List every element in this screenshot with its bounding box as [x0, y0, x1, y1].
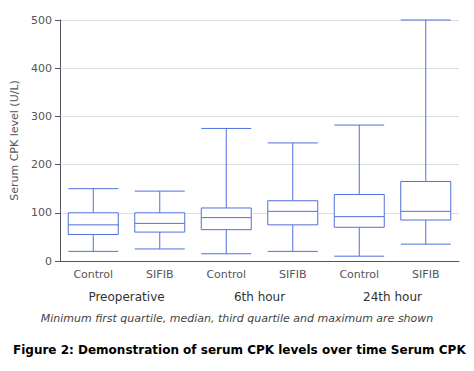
svg-text:Control: Control — [339, 268, 379, 281]
svg-text:200: 200 — [31, 158, 52, 171]
svg-text:400: 400 — [31, 62, 52, 75]
svg-text:SIFIB: SIFIB — [146, 268, 173, 281]
svg-text:300: 300 — [31, 110, 52, 123]
svg-text:500: 500 — [31, 14, 52, 27]
svg-text:100: 100 — [31, 206, 52, 219]
svg-text:SIFIB: SIFIB — [279, 268, 306, 281]
svg-text:Figure 2: Demonstration of ser: Figure 2: Demonstration of serum CPK lev… — [13, 343, 466, 357]
svg-text:Minimum first quartile, median: Minimum first quartile, median, third qu… — [41, 312, 434, 325]
svg-text:Control: Control — [206, 268, 246, 281]
svg-text:Control: Control — [73, 268, 113, 281]
svg-text:SIFIB: SIFIB — [412, 268, 439, 281]
svg-text:6th hour: 6th hour — [234, 290, 285, 304]
svg-text:0: 0 — [45, 255, 52, 268]
svg-text:Preoperative: Preoperative — [88, 290, 164, 304]
svg-text:Serum CPK level (U/L): Serum CPK level (U/L) — [8, 80, 21, 201]
svg-text:24th hour: 24th hour — [363, 290, 422, 304]
